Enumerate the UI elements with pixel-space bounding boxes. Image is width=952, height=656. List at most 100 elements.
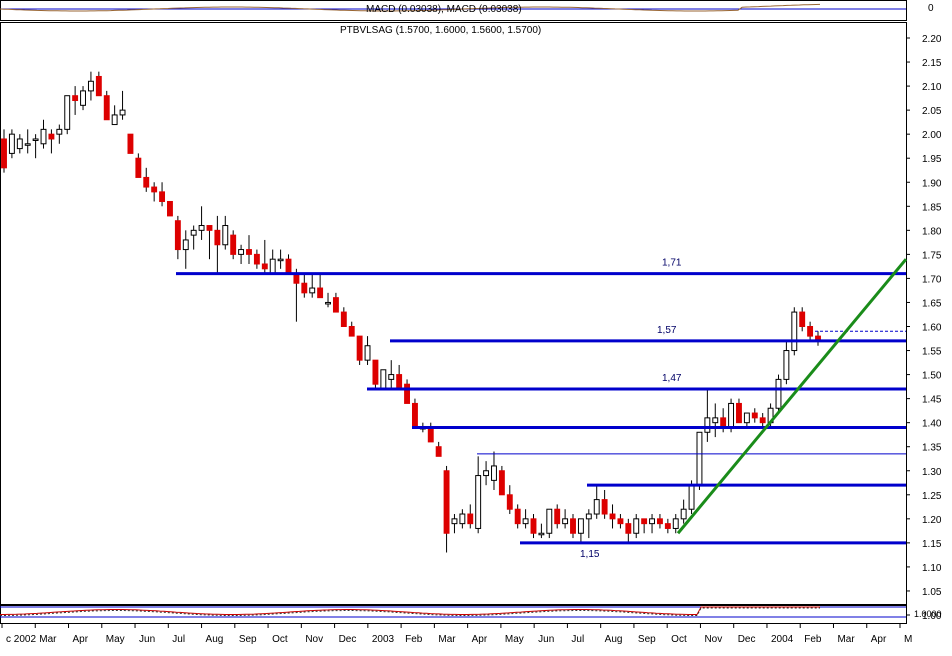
y-tick-label: 1.30 — [922, 467, 942, 478]
candle-body — [491, 465, 497, 481]
trendline — [676, 258, 908, 535]
candle-body — [751, 412, 758, 419]
candle-body — [427, 426, 434, 443]
x-tick-label: Mar — [837, 634, 855, 645]
support-line-label: 1,47 — [662, 373, 682, 384]
x-tick-label: Oct — [671, 634, 687, 645]
candle-body — [285, 258, 292, 275]
y-tick-label: 1.55 — [922, 347, 942, 358]
candle-body — [728, 402, 735, 428]
main-panel-frame — [0, 22, 907, 605]
x-tick-label: Jun — [139, 634, 155, 645]
candle-body — [641, 518, 648, 525]
y-tick-label: 2.10 — [922, 82, 942, 93]
candle-body — [783, 350, 790, 380]
y-tick-label: 2.00 — [922, 130, 942, 141]
support-line-label: 1,15 — [580, 549, 600, 560]
candle-body — [475, 475, 482, 529]
candle-body — [119, 109, 126, 116]
candle-body — [167, 200, 173, 217]
candle-body — [198, 225, 205, 231]
x-tick-label: Aug — [605, 634, 623, 645]
candle-body — [380, 369, 387, 390]
candle-body — [530, 518, 537, 534]
x-tick-label: Apr — [871, 634, 887, 645]
candle-body — [364, 345, 371, 361]
candle-body — [277, 258, 284, 262]
candle-body — [412, 402, 418, 428]
x-tick-label: 2003 — [372, 634, 395, 645]
y-tick-label: 1.65 — [922, 298, 942, 309]
candle-body — [301, 282, 308, 294]
candle-body — [87, 80, 94, 92]
candle-body — [317, 287, 324, 299]
y-tick-label: 1.25 — [922, 491, 942, 502]
candle-body — [127, 133, 134, 154]
candle-body — [696, 431, 703, 486]
candle-body — [253, 253, 260, 265]
candle-body — [514, 508, 521, 525]
y-tick-label: 1.20 — [922, 515, 942, 526]
candle-body — [451, 518, 458, 525]
candle-body — [483, 470, 490, 477]
candle-body — [435, 446, 442, 457]
candle-body — [48, 133, 55, 140]
candle-body — [230, 234, 237, 255]
x-tick-label: Dec — [738, 634, 756, 645]
candle-body — [577, 518, 584, 534]
candle-body — [159, 191, 166, 202]
candle-body — [372, 359, 379, 385]
x-tick-label: Nov — [704, 634, 722, 645]
candle-body — [238, 249, 245, 255]
candle-body — [103, 95, 110, 121]
candle-body — [56, 128, 63, 135]
candle-body — [214, 229, 221, 246]
candle-body — [688, 484, 695, 510]
macd-axis-tick: 0 — [928, 3, 934, 14]
x-tick-label: Apr — [73, 634, 89, 645]
candle-body — [601, 499, 608, 515]
x-tick-label: M — [904, 634, 912, 645]
candle-body — [16, 138, 23, 150]
candle-body — [633, 518, 640, 534]
x-tick-label: Nov — [305, 634, 323, 645]
x-tick-label: Jul — [571, 634, 584, 645]
candle-body — [261, 263, 268, 270]
candle-body — [206, 225, 213, 231]
y-tick-label: 2.15 — [922, 58, 942, 69]
candle-body — [182, 239, 189, 251]
candle-body — [554, 508, 561, 525]
y-tick-label: 1.15 — [922, 539, 942, 550]
x-tick-label: Sep — [638, 634, 656, 645]
candle-body — [672, 518, 679, 529]
candle-body — [538, 532, 545, 536]
candle-body — [309, 287, 316, 294]
x-tick-label: May — [106, 634, 125, 645]
candle-body — [625, 523, 632, 534]
x-tick-label: 2004 — [771, 634, 794, 645]
y-tick-label: 1.70 — [922, 274, 942, 285]
y-tick-label: 1.95 — [922, 154, 942, 165]
candle-body — [340, 311, 347, 328]
candle-body — [617, 518, 624, 525]
candle-body — [704, 417, 711, 433]
candle-body — [459, 513, 466, 525]
candle-body — [467, 513, 474, 525]
candle-body — [546, 508, 553, 534]
candle-body — [135, 157, 142, 178]
y-tick-label: 1.10 — [922, 563, 942, 574]
candle-body — [736, 402, 742, 424]
x-tick-label: Dec — [339, 634, 357, 645]
candle-body — [348, 326, 355, 337]
x-tick-label: Feb — [804, 634, 822, 645]
x-tick-label: Jul — [172, 634, 185, 645]
macd-label: MACD (0.03038), MACD (0.03038) — [366, 4, 522, 15]
macd-series — [0, 3, 821, 12]
candle-body — [570, 518, 576, 534]
oscillator-signal — [0, 607, 820, 616]
candle-body — [72, 95, 79, 102]
candle-body — [593, 499, 600, 515]
x-tick-label: Jun — [538, 634, 554, 645]
candle-body — [609, 513, 616, 520]
candle-body — [649, 518, 655, 525]
